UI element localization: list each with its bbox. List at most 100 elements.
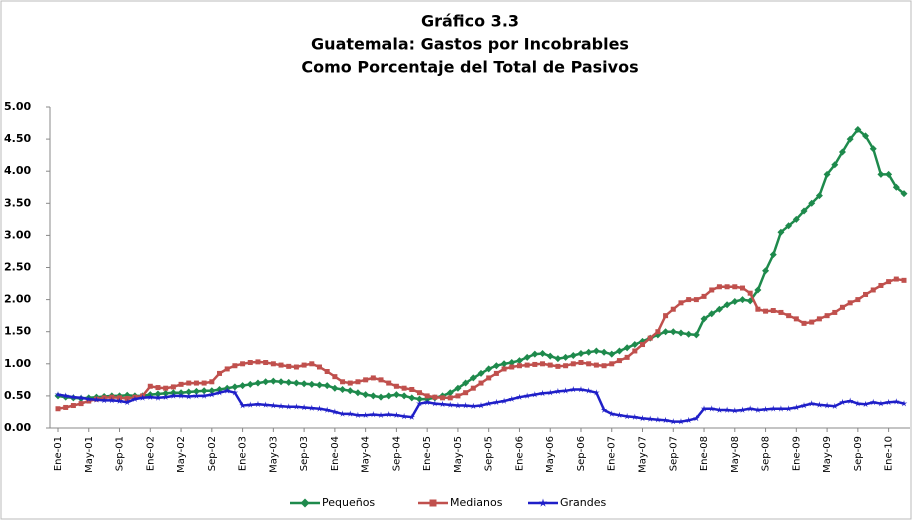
- data-point: [346, 410, 354, 417]
- data-point: [893, 276, 899, 282]
- data-point: [608, 410, 616, 417]
- data-point: [446, 401, 454, 408]
- data-point: [746, 405, 754, 412]
- x-tick-label: Ene-04: [330, 436, 341, 471]
- data-point: [232, 363, 238, 369]
- data-point: [692, 331, 700, 339]
- data-point: [754, 286, 762, 294]
- data-point: [577, 386, 585, 393]
- data-point: [486, 375, 492, 381]
- data-point: [593, 389, 600, 396]
- data-point: [854, 400, 862, 407]
- data-point: [639, 414, 646, 422]
- data-point: [701, 293, 707, 299]
- data-point: [808, 400, 815, 407]
- data-point: [400, 392, 408, 400]
- data-point: [246, 380, 254, 388]
- x-tick-label: Sep-06: [576, 436, 587, 471]
- y-tick-label: 2.00: [4, 293, 31, 306]
- data-point: [546, 352, 554, 360]
- x-tick-label: Ene-03: [238, 436, 249, 471]
- chart-title: Como Porcentaje del Total de Pasivos: [301, 58, 638, 77]
- data-point: [785, 405, 792, 412]
- data-point: [700, 405, 708, 412]
- data-point: [724, 284, 730, 290]
- data-point: [731, 298, 739, 306]
- data-point: [754, 406, 762, 413]
- data-point: [231, 383, 239, 391]
- data-point: [862, 132, 870, 140]
- data-point: [462, 379, 470, 387]
- data-point: [485, 365, 493, 373]
- data-point: [377, 393, 385, 401]
- data-point: [278, 362, 284, 368]
- data-point: [423, 398, 431, 406]
- data-point: [340, 379, 346, 385]
- data-point: [770, 308, 776, 314]
- data-point: [463, 390, 469, 396]
- data-point: [300, 404, 308, 411]
- data-point: [585, 348, 593, 356]
- data-point: [616, 411, 623, 418]
- data-point: [885, 170, 893, 178]
- data-point: [447, 395, 453, 401]
- data-point: [378, 377, 384, 383]
- data-point: [731, 407, 739, 414]
- data-point: [546, 389, 554, 396]
- data-point: [208, 391, 216, 398]
- data-point: [793, 316, 799, 322]
- x-tick-label: May-06: [545, 436, 556, 473]
- data-point: [862, 400, 869, 408]
- data-point: [654, 416, 662, 423]
- data-point: [363, 377, 369, 383]
- data-point: [669, 418, 677, 425]
- data-point: [285, 403, 293, 410]
- data-point: [863, 291, 869, 297]
- data-point: [223, 387, 231, 394]
- data-point: [216, 389, 223, 396]
- legend-label: Pequeños: [322, 496, 375, 509]
- data-point: [54, 391, 62, 398]
- data-point: [846, 135, 854, 143]
- data-point: [139, 394, 146, 401]
- data-point: [677, 329, 685, 337]
- chart-title: Gráfico 3.3: [421, 12, 519, 31]
- y-tick-label: 1.00: [4, 357, 31, 370]
- x-tick-label: May-04: [361, 436, 372, 473]
- data-point: [501, 366, 507, 372]
- data-point: [315, 381, 323, 389]
- data-point: [869, 398, 877, 406]
- data-point: [209, 379, 215, 385]
- legend-label: Grandes: [560, 496, 607, 509]
- data-point: [847, 300, 853, 306]
- legend-label: Medianos: [450, 496, 503, 509]
- data-point: [524, 362, 530, 368]
- data-point: [354, 389, 362, 397]
- data-point: [200, 392, 208, 399]
- data-point: [816, 401, 823, 408]
- data-point: [323, 382, 331, 390]
- data-point: [600, 348, 608, 356]
- x-tick-label: May-07: [638, 436, 649, 473]
- data-point: [285, 378, 293, 386]
- data-point: [601, 363, 607, 369]
- data-point: [893, 398, 900, 405]
- data-point: [686, 297, 692, 303]
- data-point: [147, 383, 153, 389]
- data-point: [262, 401, 269, 408]
- data-point: [240, 361, 246, 367]
- data-point: [93, 396, 100, 403]
- data-point: [462, 402, 469, 409]
- data-point: [431, 400, 439, 407]
- data-point: [592, 347, 600, 355]
- y-tick-label: 2.50: [4, 261, 31, 274]
- data-point: [578, 360, 584, 366]
- data-point: [455, 393, 461, 399]
- data-point: [331, 408, 339, 415]
- data-point: [562, 353, 570, 361]
- data-point: [516, 363, 522, 369]
- data-point: [316, 405, 323, 412]
- data-point: [416, 400, 423, 407]
- data-point: [369, 392, 377, 400]
- data-point: [723, 301, 731, 309]
